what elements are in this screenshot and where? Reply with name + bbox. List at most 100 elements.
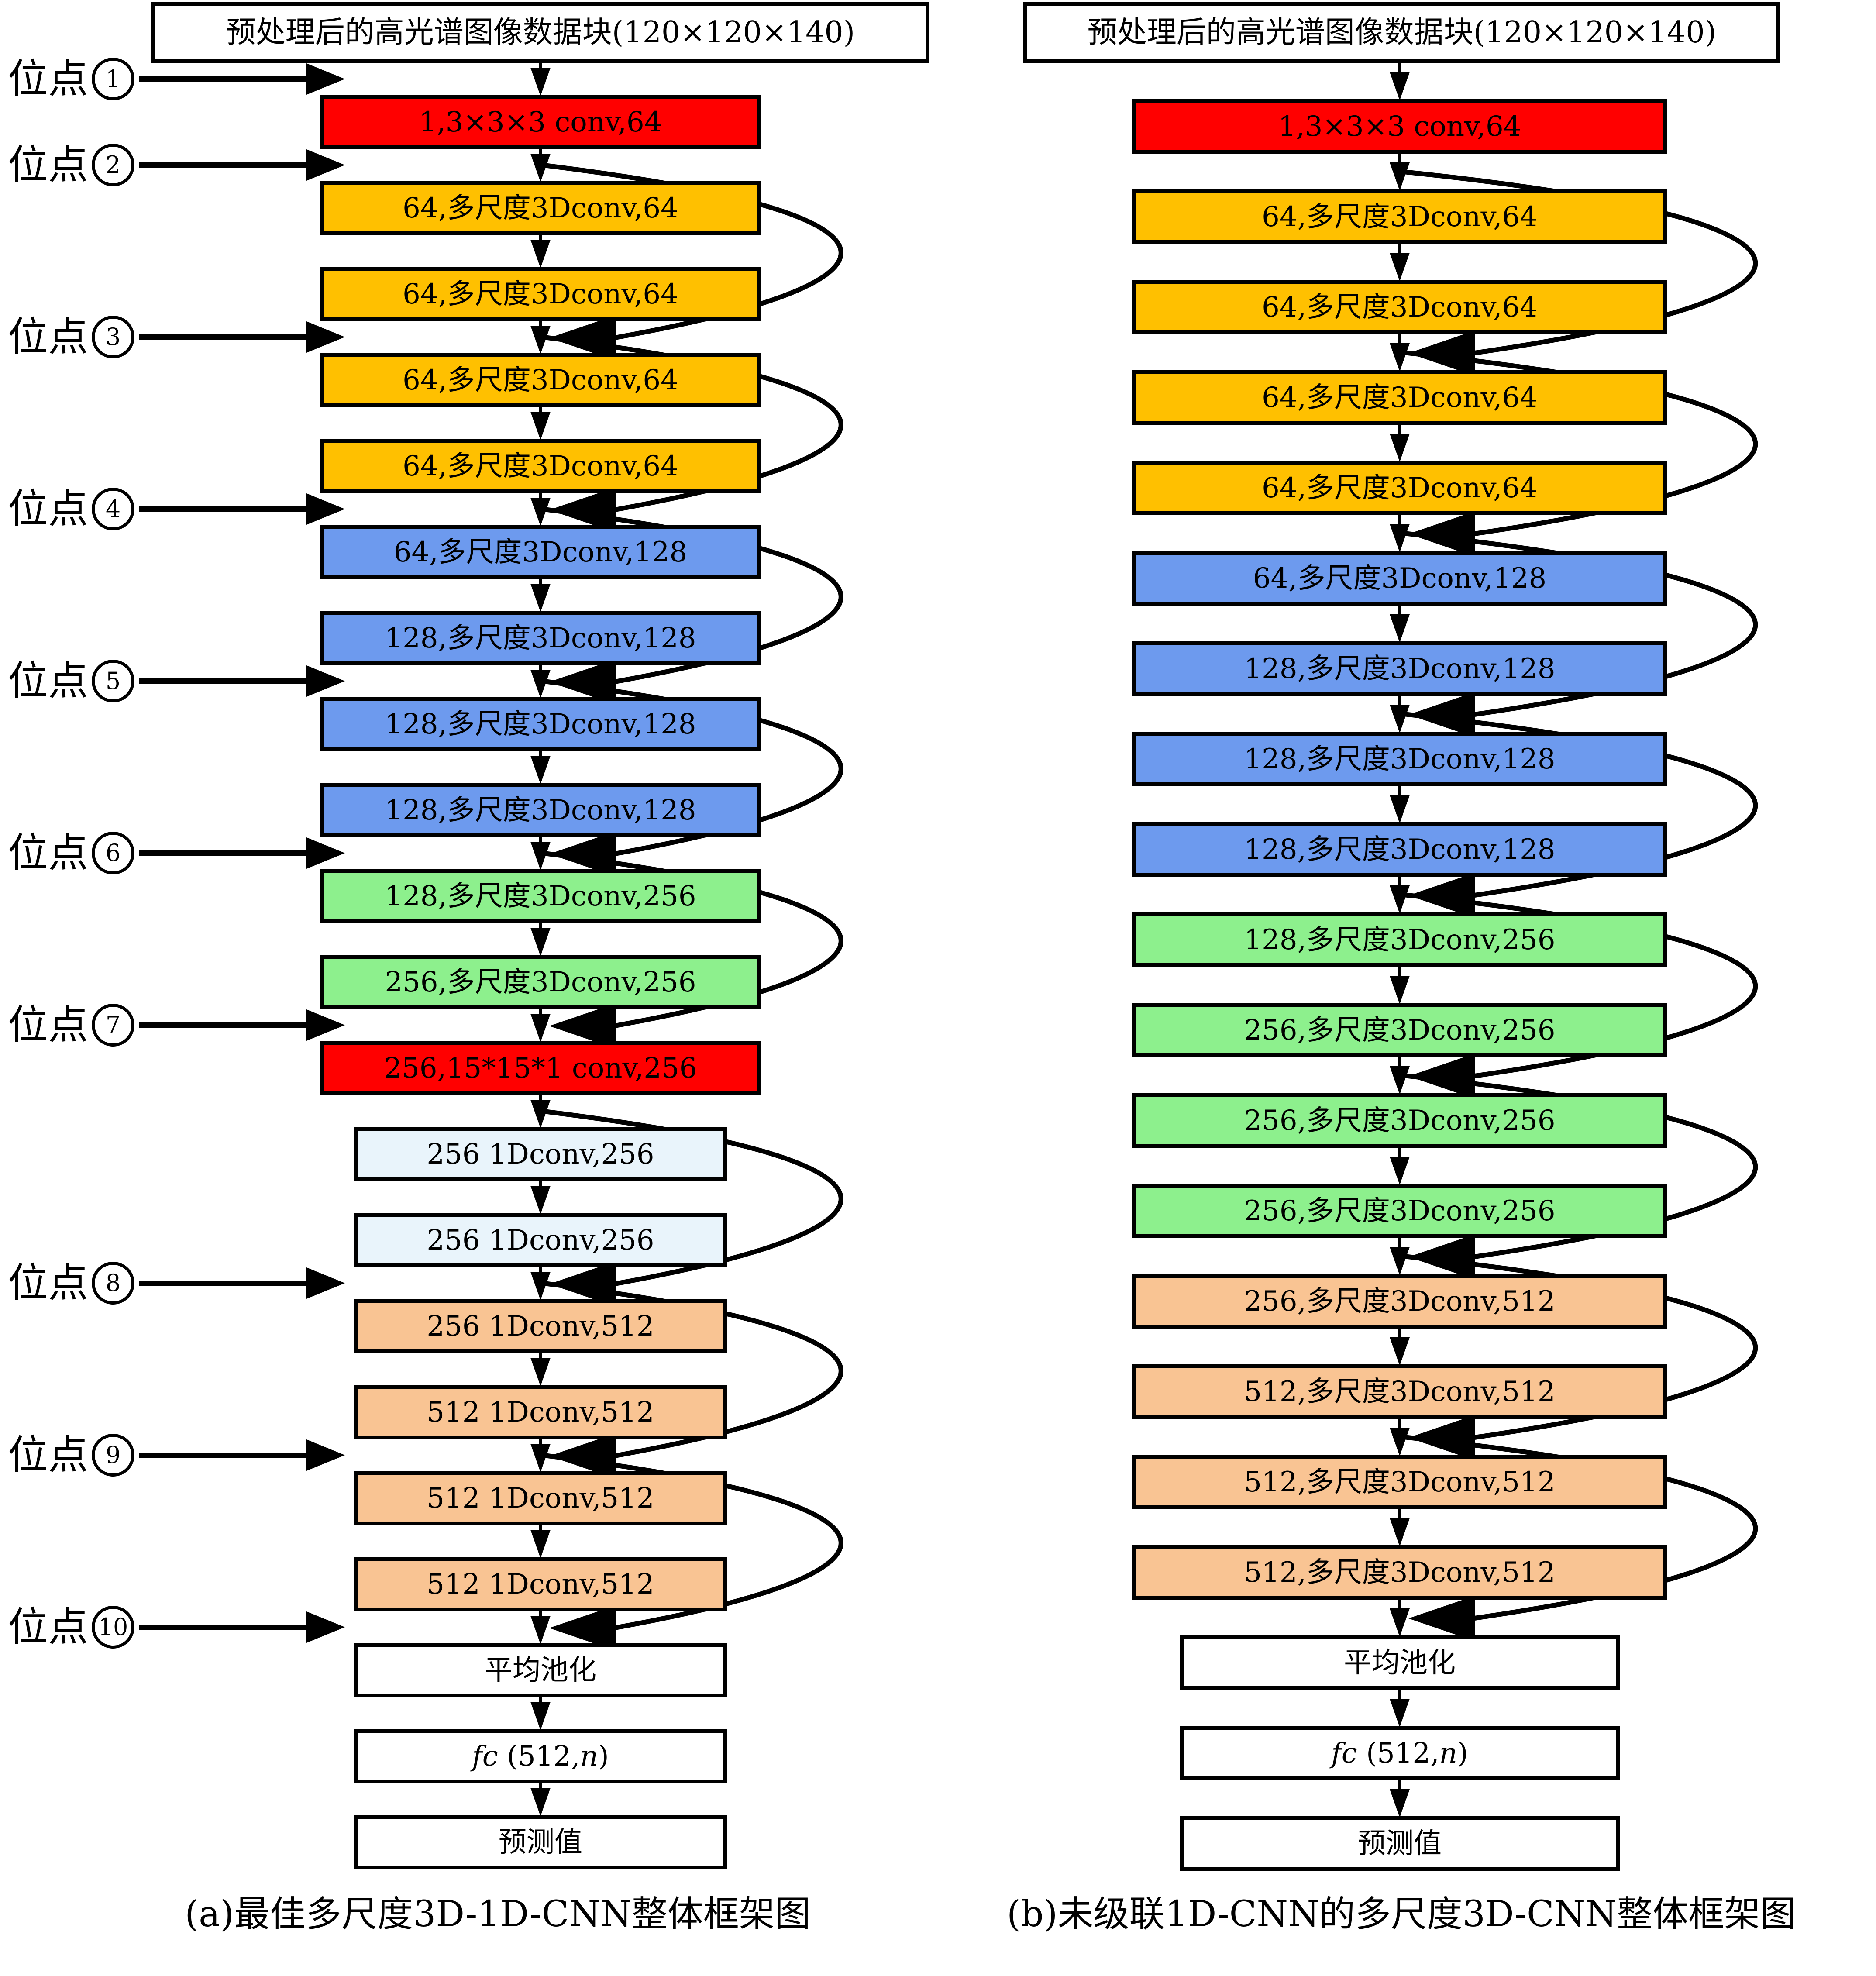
skip-arrowhead — [549, 487, 616, 533]
skip-arrowhead — [1408, 511, 1475, 557]
flow-arrowhead — [1390, 1518, 1410, 1546]
conv-layer-box: 256 1Dconv,512 — [354, 1299, 727, 1353]
flow-arrowhead — [530, 1186, 551, 1214]
site-text: 位点 — [8, 141, 89, 188]
flow-arrowhead — [530, 1100, 551, 1128]
fc-box-left: fc (512, n) — [354, 1729, 727, 1783]
flow-arrowhead — [530, 68, 551, 96]
site-text: 位点 — [8, 1432, 89, 1478]
flow-arrowhead — [530, 928, 551, 956]
conv-layer-box: 512 1Dconv,512 — [354, 1385, 727, 1439]
fc-var: n — [580, 1740, 598, 1773]
conv-layer-box: 256 1Dconv,256 — [354, 1213, 727, 1267]
site-text: 位点 — [8, 485, 89, 532]
site-text: 位点 — [8, 830, 89, 876]
skip-arrowhead — [549, 831, 616, 877]
flow-arrowhead — [1390, 1247, 1410, 1275]
input-block-right: 预处理后的高光谱图像数据块(120×120×140) — [1023, 2, 1780, 63]
conv-layer-box: 64,多尺度3Dconv,128 — [1132, 551, 1667, 606]
conv-layer-box: 512 1Dconv,512 — [354, 1557, 727, 1611]
conv-layer-box: 512,多尺度3Dconv,512 — [1132, 1545, 1667, 1600]
skip-arrowhead — [1408, 692, 1475, 737]
conv-layer-box: 512 1Dconv,512 — [354, 1471, 727, 1525]
conv-layer-box: 256,多尺度3Dconv,256 — [1132, 1093, 1667, 1148]
site-label-3: 位点 3 — [8, 313, 135, 361]
flow-arrowhead — [530, 240, 551, 268]
skip-arrowhead — [1408, 1596, 1475, 1641]
site-number-circle: 9 — [92, 1434, 135, 1477]
conv-layer-box: 64,多尺度3Dconv,64 — [1132, 280, 1667, 334]
conv-layer-box: 1,3×3×3 conv,64 — [1132, 99, 1667, 154]
site-text: 位点 — [8, 658, 89, 704]
flow-arrowhead — [530, 498, 551, 526]
flow-arrowhead — [530, 1702, 551, 1730]
conv-layer-box: 64,多尺度3Dconv,64 — [320, 267, 761, 321]
fc-close: ) — [1457, 1737, 1468, 1769]
conv-layer-box: 256,多尺度3Dconv,256 — [1132, 1003, 1667, 1057]
site-label-1: 位点 1 — [8, 55, 135, 103]
flow-arrowhead — [530, 1358, 551, 1386]
skip-arrowhead — [1408, 873, 1475, 918]
skip-arrowhead — [549, 1605, 616, 1651]
site-arrowhead — [306, 63, 345, 95]
site-text: 位点 — [8, 1002, 89, 1048]
fc-label: fc — [1331, 1737, 1357, 1769]
conv-layer-box: 128,多尺度3Dconv,128 — [320, 611, 761, 665]
flow-arrowhead — [530, 756, 551, 784]
flow-arrowhead — [1390, 72, 1410, 100]
site-number-circle: 2 — [92, 144, 135, 186]
skip-arrowhead — [549, 315, 616, 361]
site-arrowhead — [306, 1009, 345, 1041]
site-text: 位点 — [8, 55, 89, 102]
fc-label: fc — [472, 1740, 498, 1773]
skip-arrowhead — [1408, 1234, 1475, 1280]
flow-arrowhead — [530, 1272, 551, 1300]
flow-arrowhead — [530, 1788, 551, 1816]
skip-arrowhead — [1408, 1415, 1475, 1460]
conv-layer-box: 128,多尺度3Dconv,128 — [1132, 641, 1667, 696]
left-column-wires — [139, 62, 843, 1816]
skip-arrowhead — [549, 1261, 616, 1307]
flow-arrowhead — [1390, 705, 1410, 733]
skip-arrowhead — [549, 659, 616, 705]
site-label-9: 位点 9 — [8, 1431, 135, 1479]
fc-dims: (512, — [498, 1740, 580, 1773]
site-arrowhead — [306, 1439, 345, 1471]
flow-arrowhead — [1390, 1066, 1410, 1095]
skip-arrowhead — [1408, 330, 1475, 376]
flow-arrowhead — [1390, 1789, 1410, 1818]
site-arrowhead — [306, 665, 345, 697]
pool-box-right: 平均池化 — [1180, 1635, 1620, 1690]
fc-var: n — [1439, 1737, 1457, 1769]
flow-arrowhead — [1390, 1157, 1410, 1185]
site-number-circle: 7 — [92, 1004, 135, 1047]
site-arrowhead — [306, 1267, 345, 1299]
flow-arrowhead — [530, 1530, 551, 1558]
skip-arrowhead — [549, 1433, 616, 1479]
site-number-circle: 6 — [92, 832, 135, 874]
site-label-7: 位点 7 — [8, 1001, 135, 1049]
flow-arrowhead — [1390, 434, 1410, 462]
site-label-10: 位点 10 — [8, 1603, 135, 1651]
flow-arrowhead — [530, 1616, 551, 1644]
site-label-8: 位点 8 — [8, 1259, 135, 1307]
site-label-4: 位点 4 — [8, 485, 135, 533]
flow-arrowhead — [1390, 253, 1410, 281]
flow-arrowhead — [530, 1444, 551, 1472]
flow-arrowhead — [1390, 1337, 1410, 1366]
site-arrowhead — [306, 493, 345, 525]
conv-layer-box: 64,多尺度3Dconv,128 — [320, 525, 761, 579]
conv-layer-box: 256,多尺度3Dconv,512 — [1132, 1274, 1667, 1329]
site-arrowhead — [306, 149, 345, 181]
panel-caption-b: (b)未级联1D-CNN的多尺度3D-CNN整体框架图 — [1007, 1893, 1796, 1935]
right-column-wires — [1390, 62, 1758, 1818]
flow-arrowhead — [1390, 795, 1410, 823]
flow-arrowhead — [1390, 885, 1410, 914]
site-label-5: 位点 5 — [8, 657, 135, 705]
site-arrowhead — [306, 837, 345, 869]
site-number-circle: 10 — [92, 1606, 135, 1649]
flow-arrowhead — [1390, 524, 1410, 552]
site-arrowhead — [306, 1611, 345, 1643]
flow-arrowhead — [530, 326, 551, 354]
conv-layer-box: 256,15*15*1 conv,256 — [320, 1041, 761, 1095]
